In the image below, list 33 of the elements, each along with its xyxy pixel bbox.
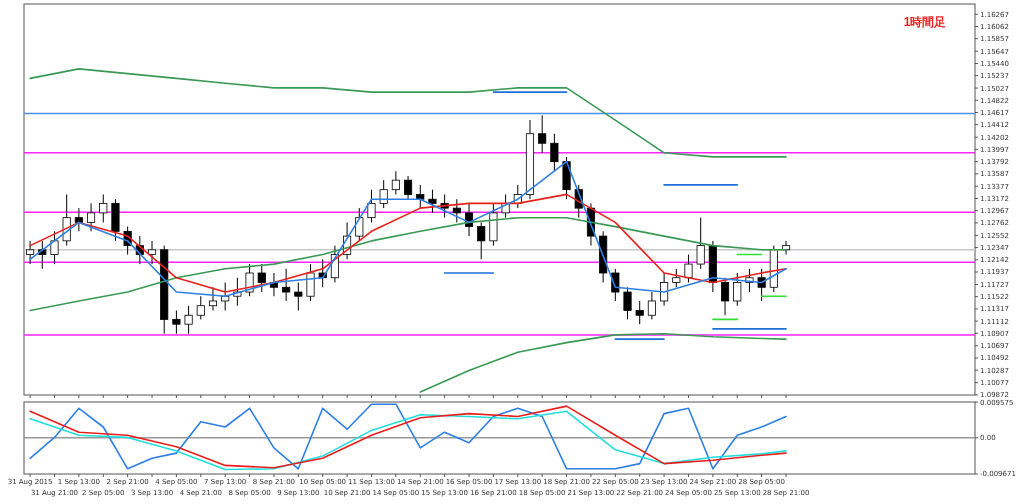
candlestick: [660, 272, 669, 307]
candlestick: [477, 221, 486, 260]
candlestick: [696, 217, 705, 270]
candlestick: [635, 300, 644, 325]
candlestick: [99, 193, 108, 223]
candlestick: [355, 207, 364, 242]
candlestick: [550, 133, 559, 172]
candlestick: [50, 230, 59, 265]
candlestick: [74, 207, 83, 232]
candlestick: [452, 198, 461, 223]
candlestick: [367, 189, 376, 223]
candlestick: [221, 282, 230, 311]
candlestick: [257, 263, 266, 293]
candlestick: [647, 291, 656, 320]
candlestick: [282, 268, 291, 302]
candlestick: [294, 282, 303, 311]
candlestick: [26, 240, 35, 265]
annotation: 1時間足: [903, 15, 947, 29]
candlestick: [404, 175, 413, 200]
candlestick: [306, 263, 315, 302]
candlestick: [147, 240, 157, 265]
candlestick: [208, 286, 218, 311]
candlestick: [416, 184, 425, 209]
candlestick: [684, 254, 693, 284]
candlestick: [391, 170, 400, 195]
candlestick: [538, 114, 547, 154]
candlestick: [172, 309, 181, 335]
candlestick: [733, 272, 742, 307]
candlestick: [196, 295, 205, 320]
candlestick: [87, 202, 96, 232]
candlestick: [623, 286, 632, 320]
candlestick: [672, 268, 681, 288]
candlestick: [184, 305, 193, 335]
